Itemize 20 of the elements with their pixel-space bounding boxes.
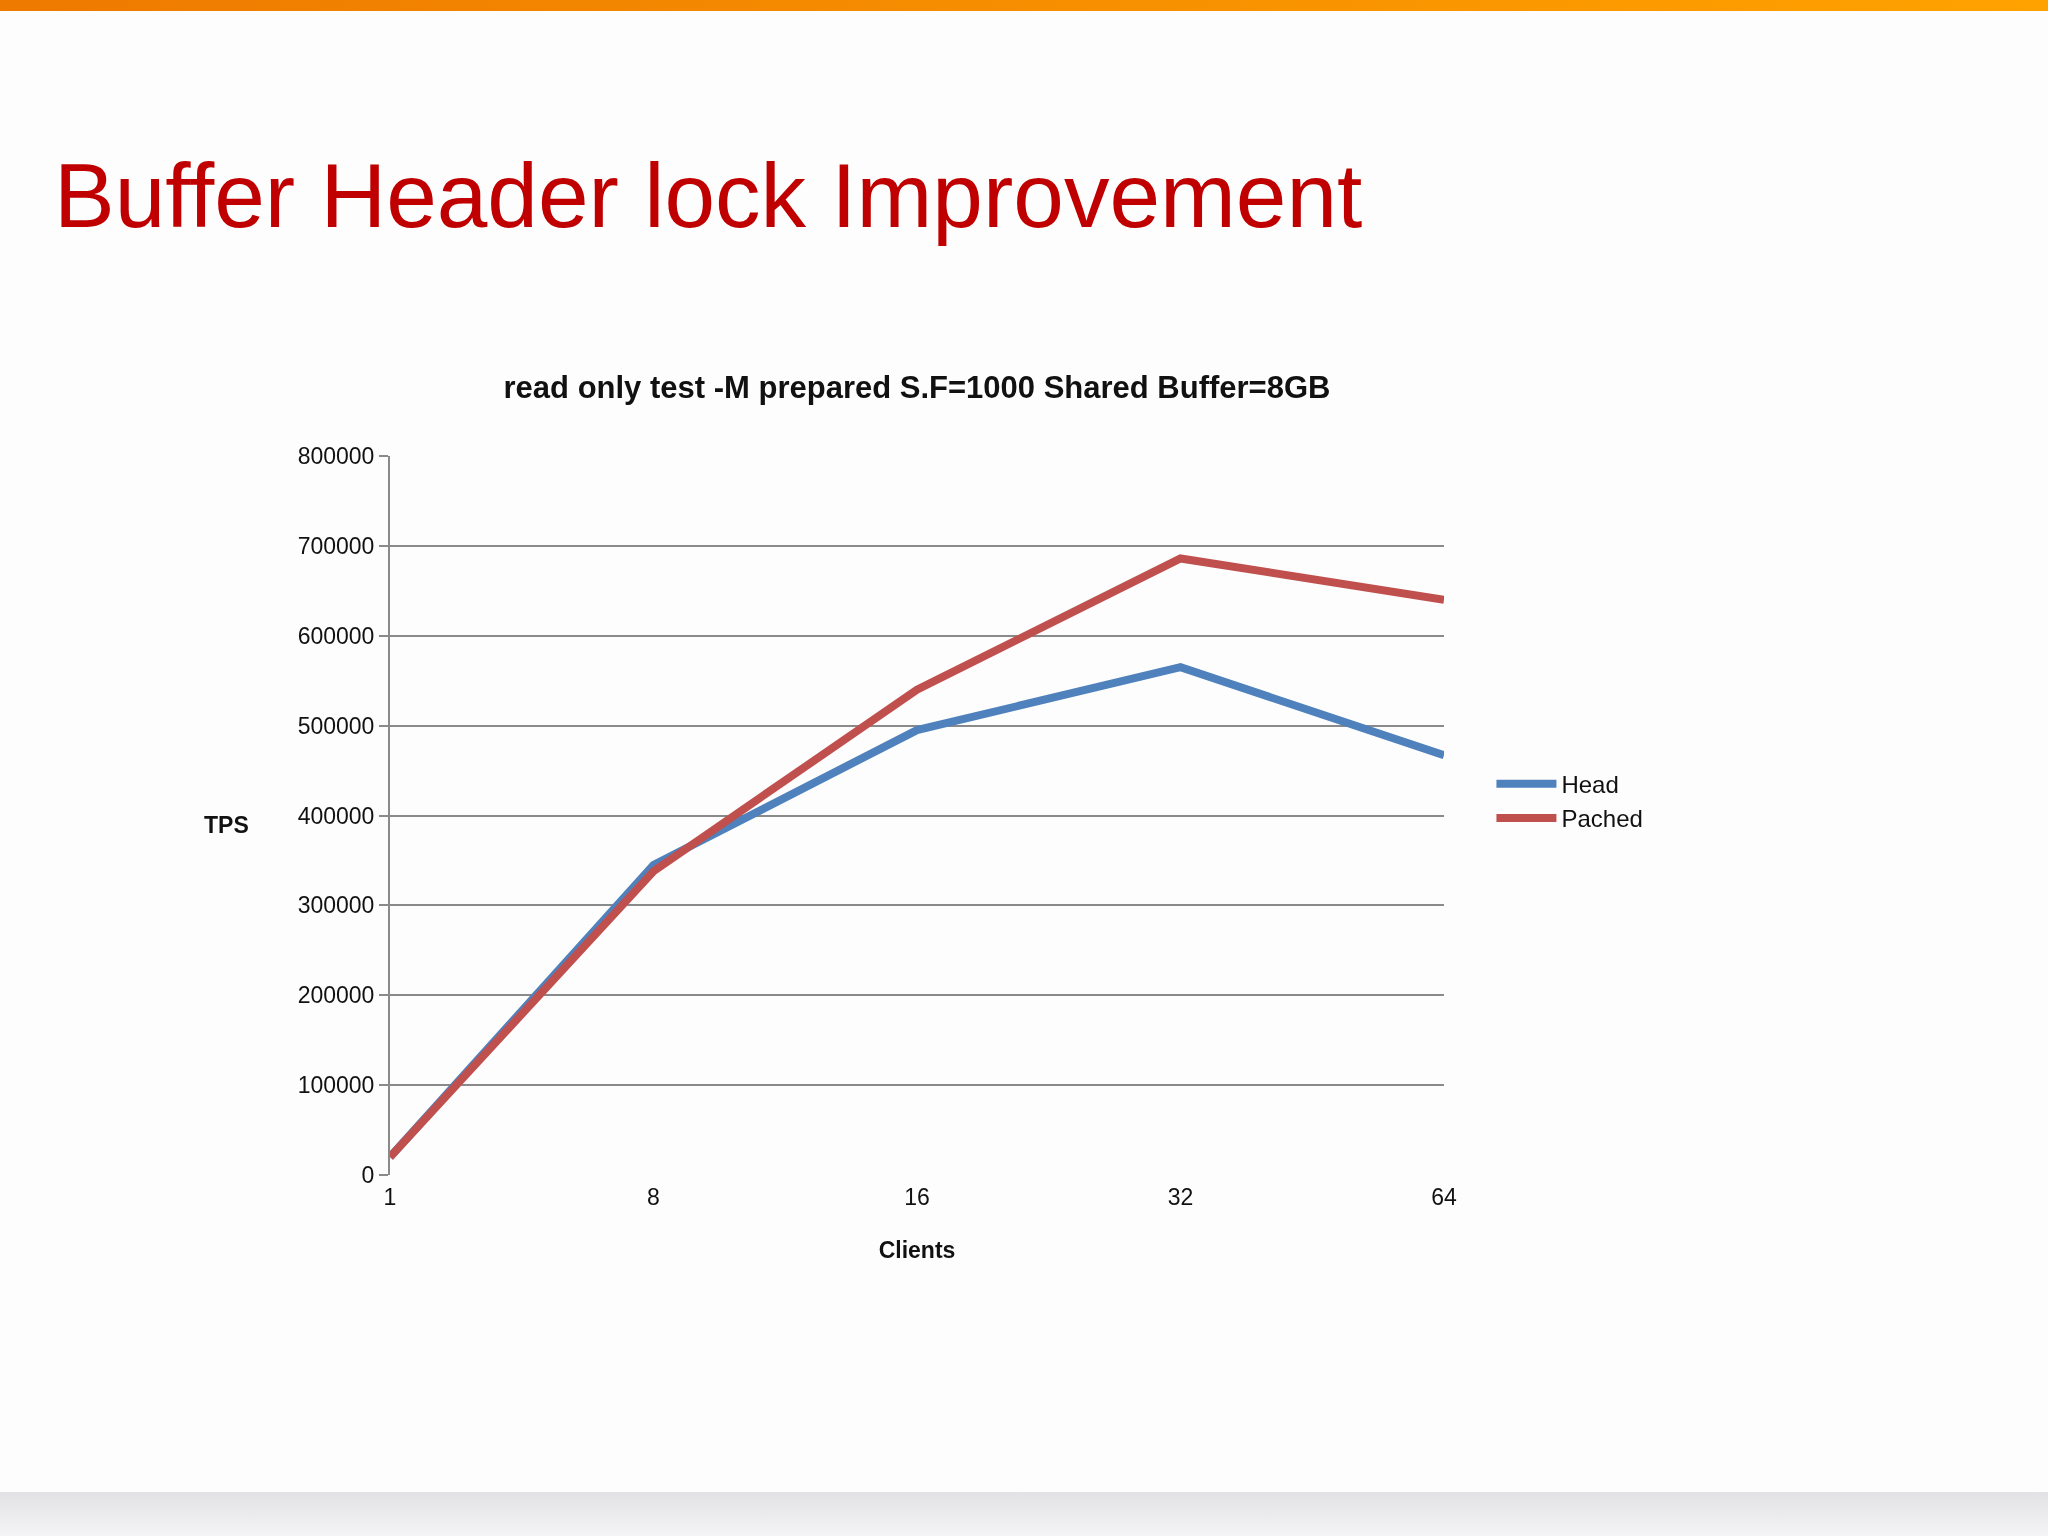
y-tick-label: 700000 [297,532,375,559]
y-tick-label: 400000 [297,802,375,829]
x-tick-label: 8 [647,1184,660,1210]
y-tick-label: 600000 [297,622,375,649]
y-tick-label: 500000 [297,712,375,739]
legend-label: Pached [1561,805,1643,833]
legend-label: Head [1561,771,1619,799]
y-tick-label: 100000 [297,1072,375,1099]
x-tick-label: 16 [904,1184,930,1210]
y-tick-label: 0 [361,1162,375,1189]
chart-title: Buffer Header lock Improvement [54,145,1363,247]
x-tick-label: 64 [1431,1184,1457,1210]
y-tick-label: 300000 [297,892,375,919]
x-tick-label: 32 [1167,1184,1194,1210]
y-axis-title: TPS [204,812,249,838]
x-tick-label: 1 [383,1184,397,1210]
y-tick-label: 800000 [297,443,375,470]
chart-subtitle: read only test -M prepared S.F=1000 Shared Buffer=8GB [503,369,1331,405]
x-axis-title: Clients [878,1236,956,1263]
y-tick-label: 200000 [297,982,375,1009]
